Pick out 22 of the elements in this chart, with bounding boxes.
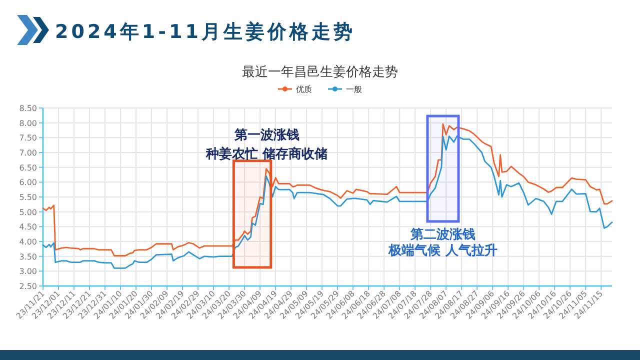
y-tick-label: 3.50 bbox=[19, 252, 37, 262]
line-series bbox=[42, 123, 613, 256]
y-tick-label: 8.50 bbox=[19, 104, 37, 113]
legend-label: 优质 bbox=[296, 85, 312, 94]
annotation: 第二波涨钱 bbox=[410, 227, 476, 242]
annotation: 种姜农忙 储存商收储 bbox=[205, 146, 328, 162]
y-tick-label: 6.50 bbox=[19, 163, 37, 172]
y-tick-label: 8.00 bbox=[19, 118, 37, 128]
annotation: 第一波涨钱 bbox=[233, 128, 300, 143]
y-tick-label: 3.00 bbox=[19, 267, 37, 276]
chart-subtitle: 最近一年昌邑生姜价格走势 bbox=[242, 64, 398, 80]
legend-label: 一般 bbox=[346, 85, 362, 94]
annotation: 极端气候 人气拉升 bbox=[388, 242, 498, 258]
y-tick-label: 7.00 bbox=[19, 148, 37, 158]
y-tick-label: 5.00 bbox=[19, 208, 37, 217]
y-tick-label: 5.50 bbox=[19, 193, 37, 202]
chart-title: 2024年1-11月生姜价格走势 bbox=[55, 21, 356, 43]
y-tick-label: 4.00 bbox=[19, 238, 37, 246]
y-tick-label: 4.50 bbox=[19, 222, 37, 232]
y-tick-label: 2.50 bbox=[19, 282, 37, 291]
y-tick-label: 7.50 bbox=[19, 134, 37, 143]
y-tick-label: 6.00 bbox=[19, 178, 37, 188]
